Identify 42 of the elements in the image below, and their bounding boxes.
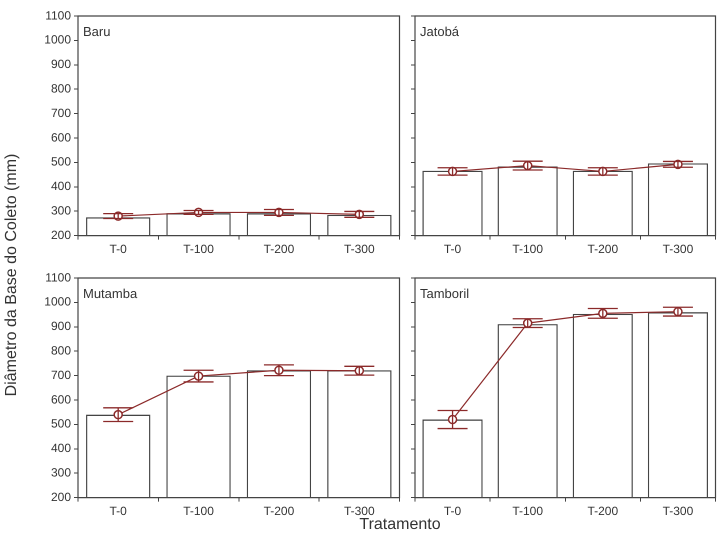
y-tick-label: 900 <box>50 319 72 334</box>
text: Baru <box>83 24 110 40</box>
y-tick-label: 400 <box>50 179 72 194</box>
text: Jatobá <box>420 24 460 40</box>
y-axis-title: Diâmetro da Base do Coleto (mm) <box>3 154 21 396</box>
y-tick-label: 300 <box>50 466 72 480</box>
x-tick-label: T-300 <box>662 242 694 256</box>
y-tick-label: 700 <box>50 368 72 382</box>
x-tick-label: T-300 <box>344 242 375 256</box>
y-tick-label: 600 <box>50 130 72 144</box>
y-tick-label: 1000 <box>44 294 72 309</box>
y-tick-label: 600 <box>50 392 72 406</box>
x-tick-label: T-200 <box>587 504 618 518</box>
y-tick-label: 900 <box>50 57 72 72</box>
x-tick-label: T-300 <box>662 504 694 518</box>
x-tick-label: T-100 <box>183 242 214 256</box>
x-axis-title: Tratamento <box>359 516 441 534</box>
y-tick-label: 500 <box>50 154 72 169</box>
y-tick-label: 200 <box>50 228 72 242</box>
y-tick-label: 500 <box>50 416 72 431</box>
x-tick-label: T-0 <box>444 242 462 256</box>
x-tick-label: T-200 <box>264 242 295 256</box>
x-tick-label: T-100 <box>512 504 544 518</box>
y-tick-label: 700 <box>50 106 72 120</box>
y-tick-label: 1000 <box>44 32 72 47</box>
x-tick-label: T-0 <box>110 504 128 518</box>
x-tick-label: T-0 <box>444 504 462 518</box>
y-tick-label: 800 <box>50 82 72 96</box>
text: Mutamba <box>83 286 138 302</box>
x-tick-label: T-200 <box>587 242 618 256</box>
x-tick-label: T-0 <box>110 242 128 256</box>
y-tick-label: 800 <box>50 344 72 358</box>
x-tick-label: T-100 <box>183 504 214 518</box>
x-tick-label: T-200 <box>264 504 295 518</box>
x-tick-label: T-100 <box>512 242 544 256</box>
y-tick-label: 300 <box>50 204 72 218</box>
x-tick-label: T-300 <box>344 504 375 518</box>
y-tick-label: 1100 <box>45 8 72 22</box>
text: Tamboril <box>420 286 470 302</box>
y-tick-label: 400 <box>50 441 72 456</box>
y-tick-label: 200 <box>50 490 72 504</box>
y-tick-label: 1100 <box>45 270 72 284</box>
